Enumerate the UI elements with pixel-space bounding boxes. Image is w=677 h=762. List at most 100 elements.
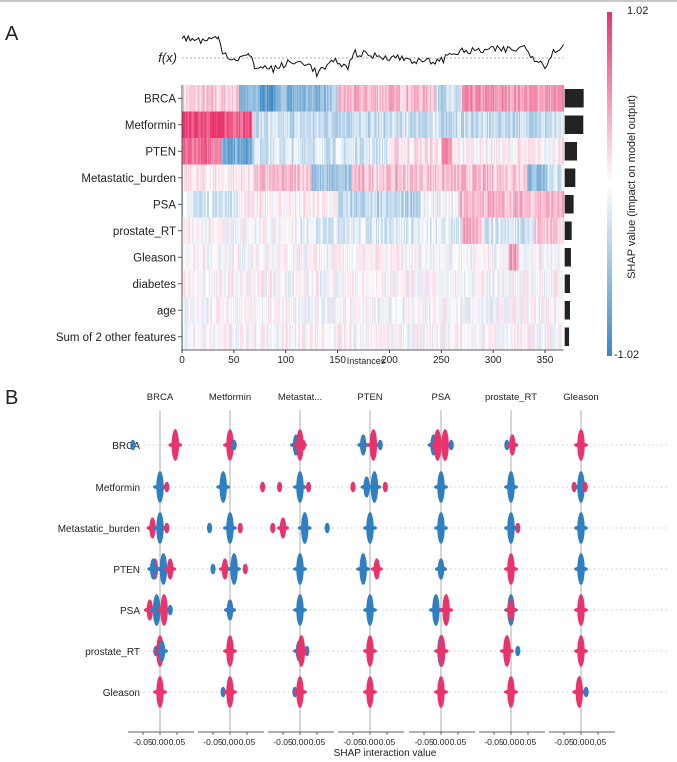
panel-label-a: A	[5, 23, 19, 45]
heatmap-cell	[281, 297, 284, 324]
heatmap-cell	[397, 217, 400, 244]
heatmap-cell	[342, 297, 345, 324]
heatmap-cell	[520, 244, 522, 271]
heatmap-cell	[557, 270, 559, 297]
heatmap-cell	[191, 164, 193, 191]
heatmap-cell	[210, 164, 212, 191]
heatmap-cell	[326, 244, 328, 271]
heatmap-cell	[319, 217, 322, 244]
heatmap-cell	[472, 138, 474, 165]
heatmap-cell	[351, 217, 353, 244]
heatmap-cell	[552, 138, 554, 165]
heatmap-cell	[469, 85, 471, 112]
heatmap-cell	[510, 85, 513, 112]
heatmap-cell	[560, 191, 562, 218]
heatmap-cell	[552, 297, 554, 324]
heatmap-cell	[560, 323, 562, 350]
heatmap-cell	[195, 217, 197, 244]
heatmap-cell	[558, 323, 560, 350]
heatmap-cell	[546, 297, 548, 324]
heatmap-cell	[557, 111, 559, 138]
heatmap-cell	[434, 85, 436, 112]
heatmap-cell	[255, 111, 258, 138]
heatmap-cell	[319, 138, 322, 165]
heatmap-cell	[406, 323, 408, 350]
heatmap-cell	[309, 111, 312, 138]
heatmap-cell	[214, 323, 216, 350]
heatmap-cell	[379, 191, 381, 218]
heatmap-cell	[471, 111, 473, 138]
heatmap-cell	[527, 270, 529, 297]
heatmap-cell	[211, 217, 213, 244]
heatmap-cell	[406, 164, 408, 191]
heatmap-cell	[192, 297, 194, 324]
heatmap-cell	[183, 217, 185, 244]
heatmap-cell	[550, 85, 552, 112]
heatmap-cell	[464, 138, 466, 165]
heatmap-cell	[424, 85, 427, 112]
heatmap-cell	[558, 191, 560, 218]
importance-bar	[564, 327, 570, 346]
heatmap-cell	[282, 323, 285, 350]
heatmap-cell	[306, 191, 308, 218]
heatmap-cell	[506, 85, 509, 112]
heatmap-cell	[365, 297, 368, 324]
column-header: prostate_RT	[485, 392, 537, 403]
heatmap-cell	[192, 138, 194, 165]
heatmap-cell	[516, 217, 519, 244]
heatmap-cell	[307, 191, 309, 218]
heatmap-cell	[369, 85, 372, 112]
heatmap-cell	[372, 217, 375, 244]
heatmap-cell	[347, 217, 350, 244]
heatmap-cell	[337, 111, 340, 138]
heatmap-cell	[216, 297, 218, 324]
heatmap-cell	[357, 138, 359, 165]
heatmap-cell	[415, 297, 417, 324]
heatmap-cell	[402, 217, 405, 244]
heatmap-cell	[342, 323, 345, 350]
heatmap-cell	[400, 164, 403, 191]
heatmap-cell	[387, 138, 389, 165]
heatmap-cell	[412, 191, 414, 218]
heatmap-cell	[264, 111, 267, 138]
heatmap-cell	[396, 191, 399, 218]
heatmap-cell	[360, 244, 362, 271]
heatmap-cell	[325, 270, 327, 297]
heatmap-cell	[198, 217, 201, 244]
heatmap-cell	[225, 323, 227, 350]
heatmap-cell	[497, 244, 499, 271]
heatmap-cell	[403, 191, 406, 218]
heatmap-cell	[384, 217, 386, 244]
heatmap-cell	[188, 244, 190, 271]
heatmap-cell	[314, 244, 317, 271]
heatmap-cell	[384, 164, 386, 191]
heatmap-cell	[423, 85, 426, 112]
heatmap-cell	[216, 244, 218, 271]
heatmap-cell	[249, 323, 251, 350]
heatmap-cell	[270, 323, 272, 350]
heatmap-cell	[199, 217, 202, 244]
heatmap-cell	[375, 217, 378, 244]
heatmap-cell	[284, 217, 287, 244]
heatmap-cell	[190, 244, 192, 271]
heatmap-cell	[303, 217, 305, 244]
heatmap-cell	[236, 164, 239, 191]
heatmap-cell	[307, 111, 309, 138]
heatmap-cell	[466, 270, 468, 297]
heatmap-cell	[252, 244, 254, 271]
heatmap-cell	[352, 297, 354, 324]
heatmap-cell	[336, 85, 338, 112]
heatmap-cell	[393, 191, 396, 218]
heatmap-cell	[477, 244, 480, 271]
heatmap-cell	[480, 270, 483, 297]
heatmap-cell	[208, 85, 211, 112]
heatmap-cell	[312, 244, 315, 271]
heatmap-cell	[449, 164, 452, 191]
heatmap-cell	[337, 323, 340, 350]
heatmap-cell	[260, 111, 263, 138]
heatmap-cell	[448, 244, 450, 271]
heatmap-cell	[355, 138, 357, 165]
heatmap-cell	[183, 270, 185, 297]
heatmap-cell	[332, 191, 334, 218]
heatmap-cell	[290, 111, 293, 138]
